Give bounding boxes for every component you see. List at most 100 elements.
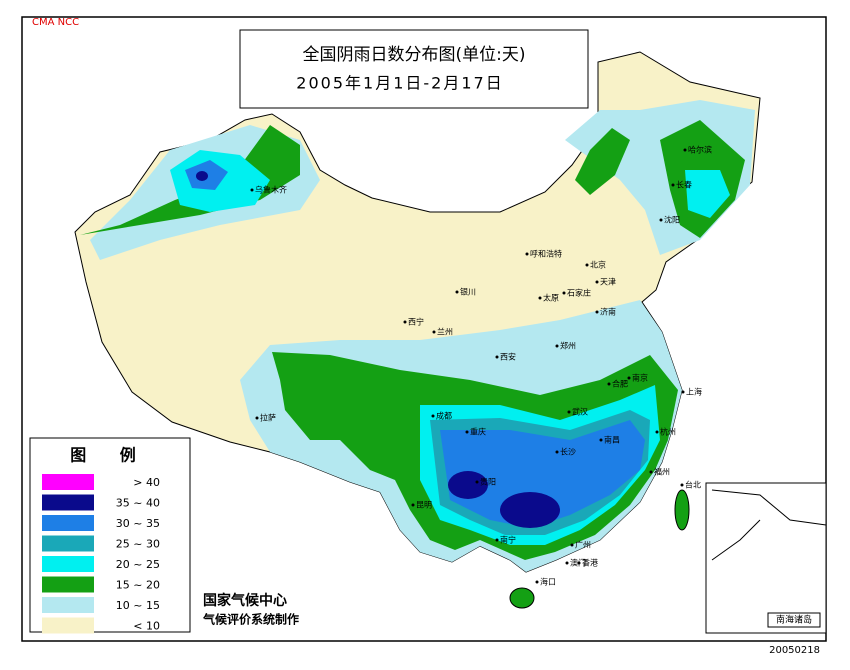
city-label: 济南 <box>600 307 616 317</box>
city-dot <box>680 483 684 487</box>
city-label: 海口 <box>540 577 556 587</box>
map-title: 全国阴雨日数分布图(单位:天) <box>303 45 526 65</box>
inset-label: 南海诸岛 <box>776 614 812 626</box>
legend-label: 25 ~ 30 <box>116 538 160 551</box>
city-label: 乌鲁木齐 <box>255 185 287 195</box>
city-label: 沈阳 <box>664 215 680 225</box>
city-dot <box>535 580 539 584</box>
city-label: 石家庄 <box>567 288 591 298</box>
zone-20-25 <box>685 170 730 218</box>
city-label: 贵阳 <box>480 477 496 487</box>
city-dot <box>570 543 574 547</box>
city-dot <box>671 183 675 187</box>
city-dot <box>411 503 415 507</box>
city-label: 昆明 <box>416 501 432 510</box>
city-label: 成都 <box>436 411 452 421</box>
legend-swatch <box>42 474 94 490</box>
legend-label: 10 ~ 15 <box>116 599 160 612</box>
city-dot <box>577 561 581 565</box>
legend-swatch <box>42 576 94 593</box>
city-dot <box>567 410 571 414</box>
city-label: 拉萨 <box>260 413 276 423</box>
legend-items: > 40 35 ~ 40 30 ~ 35 25 ~ 30 20 ~ 25 15 ~ 20 1… <box>42 474 160 634</box>
city-label: 呼和浩特 <box>530 249 562 259</box>
city-dot <box>595 310 599 314</box>
city-label: 广州 <box>575 540 591 550</box>
date-stamp: 20050218 <box>769 645 820 656</box>
city-dot <box>403 320 407 324</box>
legend-swatch <box>42 494 94 511</box>
city-label: 西宁 <box>408 317 424 327</box>
legend-swatch <box>42 535 94 552</box>
city-label: 香港 <box>582 558 598 568</box>
legend-label: 35 ~ 40 <box>116 497 160 510</box>
city-dot <box>607 382 611 386</box>
city-label: 郑州 <box>560 341 576 351</box>
map-regions <box>74 51 761 609</box>
zone-30-35 <box>440 420 645 528</box>
city-label: 杭州 <box>660 427 676 437</box>
city-dot <box>495 538 499 542</box>
hainan <box>509 587 535 609</box>
city-dot <box>465 430 469 434</box>
city-label: 台北 <box>685 480 701 490</box>
city-dot <box>655 430 659 434</box>
city-label: 长沙 <box>560 447 576 457</box>
city-dot <box>649 470 653 474</box>
city-label: 兰州 <box>437 327 453 337</box>
city-label: 天津 <box>600 277 616 287</box>
city-dot <box>562 291 566 295</box>
city-dot <box>432 330 436 334</box>
city-label: 合肥 <box>612 379 628 389</box>
legend-label: 20 ~ 25 <box>116 558 160 571</box>
legend-swatch <box>42 597 94 613</box>
city-label: 南宁 <box>500 535 516 545</box>
city-label: 重庆 <box>470 427 486 437</box>
source-label: CMA NCC <box>32 17 79 28</box>
city-dot <box>565 561 569 565</box>
city-label: 银川 <box>460 287 476 297</box>
city-dot <box>495 355 499 359</box>
city-dot <box>555 344 559 348</box>
zone-15-20 <box>575 128 630 195</box>
city-label: 太原 <box>543 293 559 303</box>
city-dot <box>681 390 685 394</box>
legend-label: 15 ~ 20 <box>116 579 160 592</box>
city-dot <box>525 252 529 256</box>
inset-box <box>705 482 827 634</box>
city-dot <box>555 450 559 454</box>
city-label: 南京 <box>632 373 648 383</box>
city-dot <box>538 296 542 300</box>
city-dot <box>595 280 599 284</box>
city-label: 南昌 <box>604 435 620 445</box>
inset-label-box <box>767 612 821 628</box>
city-label: 长春 <box>676 180 692 190</box>
zone-35-40 <box>448 471 488 499</box>
city-dot <box>455 290 459 294</box>
credit-org: 国家气候中心 <box>203 592 287 609</box>
city-label: 澳门 <box>570 558 586 568</box>
zone-35-40 <box>500 492 560 528</box>
city-label: 上海 <box>686 387 702 397</box>
city-dot <box>475 480 479 484</box>
city-label: 福州 <box>654 468 670 477</box>
legend-title: 图 例 <box>70 446 150 465</box>
city-dot <box>659 218 663 222</box>
inset-coast <box>711 489 827 561</box>
legend-label: > 40 <box>133 476 160 489</box>
city-dot <box>255 416 259 420</box>
city-label: 武汉 <box>572 407 588 417</box>
city-dot <box>431 414 435 418</box>
city-dot <box>250 188 254 192</box>
city-dot <box>683 148 687 152</box>
taiwan <box>674 489 690 531</box>
zone-35-40 <box>196 171 208 181</box>
legend-swatch <box>42 617 94 634</box>
legend-swatch <box>42 515 94 531</box>
city-dot <box>627 376 631 380</box>
city-label: 哈尔滨 <box>688 145 712 155</box>
city-label: 北京 <box>590 260 606 270</box>
legend-swatch <box>42 556 94 572</box>
